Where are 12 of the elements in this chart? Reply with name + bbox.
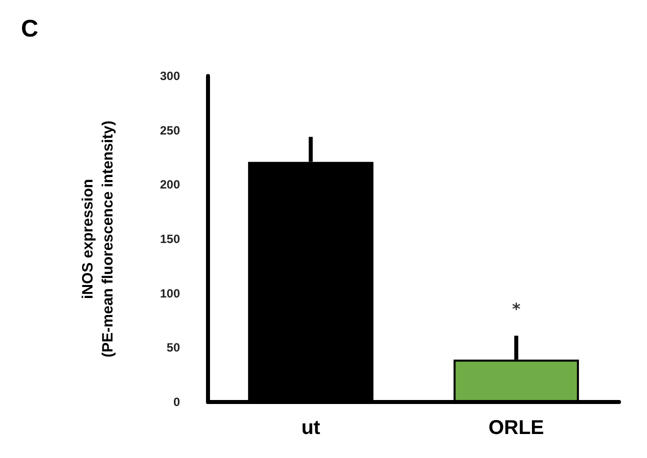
y-tick-label: 100 xyxy=(160,286,180,300)
chart-title: C xyxy=(21,16,38,42)
y-tick-label: 250 xyxy=(160,123,180,138)
x-tick-label: ut xyxy=(301,417,321,439)
y-tick-label: 300 xyxy=(160,69,180,83)
y-axis-title: iNOS expression (PE-mean fluorescence intensity) xyxy=(80,120,116,358)
y-tick-label: 50 xyxy=(166,340,180,355)
y-tick-label: 0 xyxy=(173,395,180,409)
x-tick-label: ORLE xyxy=(488,417,544,439)
y-tick-label: 150 xyxy=(160,232,180,246)
y-tick-label: 200 xyxy=(160,178,180,192)
annotation: * xyxy=(512,300,522,319)
